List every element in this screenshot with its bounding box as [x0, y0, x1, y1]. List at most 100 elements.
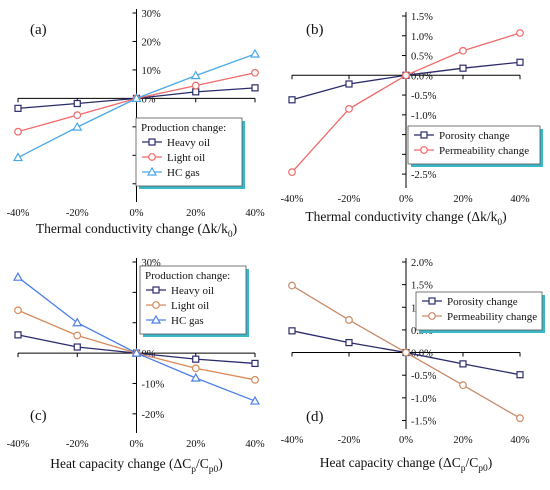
x-tick-label: 0% — [399, 194, 413, 205]
y-tick-label: -1.0% — [411, 111, 437, 122]
y-tick-label: 0.0% — [411, 71, 433, 82]
legend: Production change: Heavy oil Light oil HC g… — [135, 117, 245, 189]
legend-marker — [428, 297, 436, 305]
x-tick-label: -40% — [281, 435, 304, 446]
y-tick-label: 1.5% — [411, 12, 433, 23]
legend: Porosity change Permeability change — [415, 291, 545, 333]
y-tick-label: -0.5% — [411, 91, 437, 102]
data-point — [14, 306, 22, 315]
chart-panel-2: 1.5%1.0%0.5%0.0%-0.5%-1.0%-1.5%-2.0%-2.5… — [281, 12, 543, 228]
legend-marker — [152, 286, 160, 294]
data-point — [249, 395, 261, 405]
data-point — [249, 48, 261, 58]
x-axis-label-subscript: p0 — [478, 464, 488, 474]
data-point — [14, 331, 22, 339]
data-point — [288, 96, 296, 104]
x-axis-label-text: ) — [218, 456, 223, 471]
y-tick-label: 0.0% — [411, 349, 433, 360]
legend-marker — [420, 131, 428, 139]
y-tick-label: -1.0% — [411, 394, 437, 405]
x-axis-label-text: /C — [196, 456, 209, 471]
legend-label: Permeability change — [447, 311, 537, 323]
data-point — [345, 80, 353, 88]
legend-marker — [150, 314, 162, 324]
chart-panel-1: 30%20%10%0%-10%-20%-30%-40%-20%0%20%40%(… — [7, 9, 265, 240]
x-axis-label-text: Thermal conductivity change (Δk/k — [305, 209, 497, 224]
data-point — [251, 68, 259, 77]
y-tick-label: 20% — [142, 37, 162, 48]
data-point — [251, 359, 259, 368]
y-tick-label: 1.0% — [411, 32, 433, 43]
x-tick-label: 20% — [186, 208, 206, 219]
y-tick-label: -1.5% — [411, 416, 437, 427]
data-point — [131, 347, 142, 357]
x-axis-label-text: Heat capacity change (ΔC — [50, 456, 191, 471]
data-point — [402, 348, 410, 357]
data-point — [516, 414, 524, 423]
legend-marker — [148, 153, 156, 161]
legend-label: Porosity change — [439, 130, 510, 142]
x-tick-label: 20% — [453, 435, 473, 446]
x-tick-label: 20% — [453, 194, 473, 205]
legend-marker — [152, 301, 160, 309]
data-point — [459, 381, 467, 390]
panel-label: (a) — [30, 22, 47, 38]
y-tick-label: -0.5% — [411, 371, 437, 382]
data-point — [459, 46, 467, 55]
data-point — [190, 70, 201, 80]
data-point — [73, 331, 82, 340]
y-tick-label: 10% — [142, 66, 162, 77]
x-tick-label: 40% — [510, 194, 530, 205]
data-point — [288, 281, 296, 290]
legend: Porosity change Permeability change — [407, 125, 543, 167]
data-point — [131, 93, 142, 102]
legend-label: Light oil — [171, 300, 209, 312]
chart-panel-4: 2.0%1.5%1.0%0.5%0.0%-0.5%-1.0%-1.5%-40%-… — [281, 258, 545, 474]
data-point — [191, 81, 200, 90]
x-tick-label: -40% — [7, 439, 30, 450]
data-point — [459, 360, 467, 368]
chart-panel-3: 30%20%10%0%-10%-20%-40%-20%0%20%40%(c)He… — [7, 258, 265, 475]
data-point — [191, 364, 200, 373]
data-point — [73, 343, 81, 351]
y-tick-label: 0.5% — [411, 52, 433, 63]
x-tick-label: -20% — [338, 194, 361, 205]
data-point — [288, 327, 296, 335]
legend-marker — [148, 138, 156, 146]
y-tick-label: 1.5% — [411, 281, 433, 292]
data-point — [288, 168, 296, 177]
data-point — [192, 355, 200, 363]
legend-label: Heavy oil — [171, 285, 214, 297]
x-axis-label-subscript: 0 — [228, 230, 233, 240]
data-point — [402, 71, 410, 80]
x-axis-label-text: ) — [502, 209, 507, 224]
data-point — [345, 104, 353, 113]
data-point — [190, 372, 201, 382]
legend-label: Permeability change — [439, 145, 529, 157]
legend-label: HC gas — [171, 315, 204, 327]
x-axis-label-text: ) — [233, 221, 238, 236]
x-axis-label: Thermal conductivity change (Δk/k0) — [36, 221, 237, 240]
x-tick-label: 40% — [245, 439, 265, 450]
x-axis-label-text: Heat capacity change (ΔC — [320, 455, 461, 470]
data-point — [345, 316, 353, 324]
data-point — [345, 338, 353, 347]
data-point — [192, 88, 200, 96]
x-axis-label: Heat capacity change (ΔCp/Cp0) — [320, 455, 493, 474]
data-point — [73, 111, 82, 120]
panel-label: (c) — [30, 408, 47, 424]
data-point — [516, 29, 524, 37]
legend-label: Heavy oil — [167, 137, 210, 149]
x-tick-label: -40% — [281, 194, 304, 205]
legend-box — [415, 291, 543, 331]
data-point — [251, 84, 259, 92]
x-tick-label: 0% — [399, 435, 413, 446]
legend-title: Production change: — [145, 270, 230, 282]
x-tick-label: 40% — [510, 435, 530, 446]
x-tick-label: -20% — [66, 439, 89, 450]
x-tick-label: 40% — [245, 208, 265, 219]
legend-label: Light oil — [167, 152, 205, 164]
data-point — [72, 121, 83, 131]
legend-title: Production change: — [141, 122, 226, 134]
